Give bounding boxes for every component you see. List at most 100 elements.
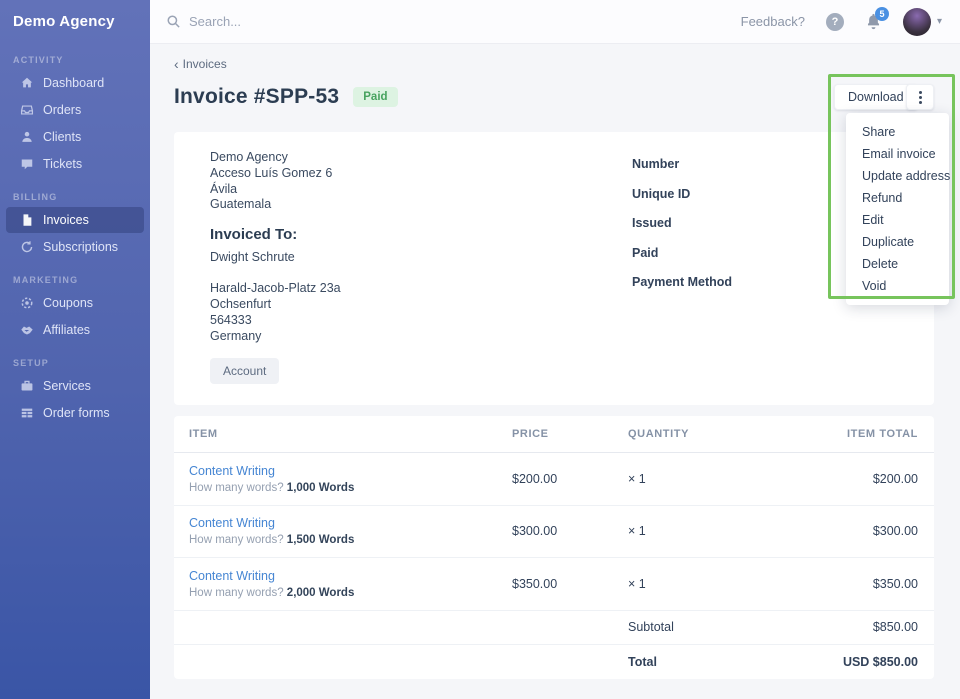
item-price: $350.00	[512, 576, 558, 591]
sidebar-item-label: Affiliates	[43, 323, 91, 337]
page-title: Invoice #SPP-53	[174, 85, 340, 108]
client-address-line: 564333	[210, 312, 252, 327]
menu-item-email-invoice[interactable]: Email invoice	[862, 147, 936, 161]
item-link[interactable]: Content Writing	[189, 568, 275, 583]
meta-label-issued: Issued	[632, 216, 672, 230]
sidebar-item-services[interactable]: Services	[6, 373, 144, 399]
client-address-line: Harald-Jacob-Platz 23a	[210, 281, 341, 296]
invoiced-to-heading: Invoiced To:	[210, 226, 298, 244]
sidebar-item-label: Tickets	[43, 157, 83, 171]
meta-label-paid: Paid	[632, 245, 659, 260]
avatar	[902, 7, 931, 36]
line-items-card: ITEM PRICE QUANTITY ITEM TOTAL Content W…	[174, 416, 934, 679]
item-link[interactable]: Content Writing	[189, 463, 275, 478]
client-name: Dwight Schrute	[210, 250, 295, 265]
invoice-file-icon	[20, 213, 34, 227]
brand-name[interactable]: Demo Agency	[13, 13, 115, 30]
invoice-meta-card: Demo Agency Acceso Luís Gomez 6 Ávila Gu…	[174, 132, 934, 405]
col-header-item: ITEM	[189, 428, 218, 440]
col-header-price: PRICE	[512, 428, 549, 440]
sidebar-item-affiliates[interactable]: Affiliates	[6, 317, 144, 343]
subtotal-value: $850.00	[872, 620, 918, 634]
item-quantity: × 1	[628, 524, 646, 539]
item-detail: How many words? 1,000 Words	[189, 481, 355, 494]
table-row: Content Writing How many words? 1,500 Wo…	[174, 506, 934, 558]
sidebar-item-label: Order forms	[43, 406, 110, 420]
meta-label-unique-id: Unique ID	[632, 186, 691, 201]
item-link[interactable]: Content Writing	[189, 516, 275, 531]
briefcase-icon	[20, 379, 34, 393]
menu-item-share[interactable]: Share	[862, 125, 896, 139]
notification-badge: 5	[874, 7, 889, 21]
user-menu-button[interactable]: ▾	[902, 7, 942, 36]
chat-bubble-icon	[20, 157, 34, 171]
table-grid-icon	[20, 406, 34, 420]
menu-item-update-address[interactable]: Update address	[862, 169, 951, 183]
menu-item-delete[interactable]: Delete	[862, 257, 899, 271]
sidebar: Demo Agency ACTIVITY Dashboard Orders Cl…	[0, 0, 150, 699]
table-header: ITEM PRICE QUANTITY ITEM TOTAL	[174, 416, 934, 453]
notifications-button[interactable]: 5	[865, 7, 889, 30]
topbar-actions: Feedback? ? 5 ▾	[740, 7, 942, 36]
user-icon	[20, 130, 34, 144]
menu-item-edit[interactable]: Edit	[862, 213, 884, 227]
item-price: $300.00	[512, 524, 558, 539]
help-icon[interactable]: ?	[825, 12, 844, 31]
item-quantity: × 1	[628, 471, 646, 486]
agency-address-line: Acceso Luís Gomez 6	[210, 165, 333, 180]
refresh-icon	[20, 240, 34, 254]
section-label-billing: BILLING	[13, 192, 58, 202]
sidebar-item-clients[interactable]: Clients	[6, 124, 144, 150]
home-icon	[20, 76, 34, 90]
sidebar-item-subscriptions[interactable]: Subscriptions	[6, 234, 144, 260]
inbox-icon	[20, 103, 34, 117]
account-button[interactable]: Account	[210, 358, 280, 385]
coupon-seal-icon	[20, 296, 34, 310]
agency-address-line: Guatemala	[210, 197, 272, 212]
meta-label-payment-method: Payment Method	[632, 275, 733, 289]
menu-item-refund[interactable]: Refund	[862, 191, 903, 205]
item-total: $300.00	[872, 524, 918, 539]
status-badge: Paid	[353, 87, 398, 107]
menu-item-void[interactable]: Void	[862, 279, 887, 293]
search-bar	[166, 14, 741, 29]
download-button[interactable]: Download	[834, 84, 918, 110]
subtotal-row: Subtotal $850.00	[174, 611, 934, 645]
search-input[interactable]	[189, 14, 489, 29]
total-row: Total USD $850.00	[174, 645, 934, 679]
sidebar-item-label: Coupons	[43, 296, 94, 310]
table-row: Content Writing How many words? 2,000 Wo…	[174, 558, 934, 611]
search-icon	[166, 14, 181, 29]
sidebar-item-dashboard[interactable]: Dashboard	[6, 70, 144, 96]
total-label: Total	[628, 654, 657, 669]
sidebar-item-orders[interactable]: Orders	[6, 97, 144, 123]
chevron-down-icon: ▾	[936, 16, 942, 27]
actions-dropdown-menu: Share Email invoice Update address Refun…	[846, 113, 951, 305]
breadcrumb-invoices[interactable]: ‹ Invoices	[174, 56, 227, 72]
table-row: Content Writing How many words? 1,000 Wo…	[174, 453, 934, 506]
sidebar-item-invoices[interactable]: Invoices	[6, 207, 144, 233]
sidebar-item-coupons[interactable]: Coupons	[6, 290, 144, 316]
agency-name-line: Demo Agency	[210, 150, 288, 164]
total-value: USD $850.00	[842, 654, 918, 669]
sidebar-item-label: Services	[43, 379, 91, 393]
sidebar-item-tickets[interactable]: Tickets	[6, 151, 144, 177]
item-price: $200.00	[512, 471, 558, 486]
meta-label-number: Number	[632, 157, 680, 171]
client-address-line: Germany	[210, 328, 262, 343]
item-total: $200.00	[872, 471, 918, 486]
col-header-item-total: ITEM TOTAL	[847, 428, 918, 440]
item-total: $350.00	[872, 576, 918, 591]
section-label-setup: SETUP	[13, 358, 50, 368]
menu-item-duplicate[interactable]: Duplicate	[862, 235, 915, 249]
item-quantity: × 1	[628, 576, 646, 591]
sidebar-item-order-forms[interactable]: Order forms	[6, 400, 144, 426]
feedback-link[interactable]: Feedback?	[740, 14, 805, 29]
section-label-activity: ACTIVITY	[13, 55, 64, 65]
more-actions-button[interactable]	[906, 84, 934, 110]
main-content: ‹ Invoices Invoice #SPP-53 Paid Demo Age…	[150, 44, 960, 699]
sidebar-item-label: Orders	[43, 103, 82, 117]
sidebar-item-label: Subscriptions	[43, 240, 119, 254]
kebab-icon	[918, 90, 922, 94]
item-detail: How many words? 1,500 Words	[189, 534, 355, 547]
